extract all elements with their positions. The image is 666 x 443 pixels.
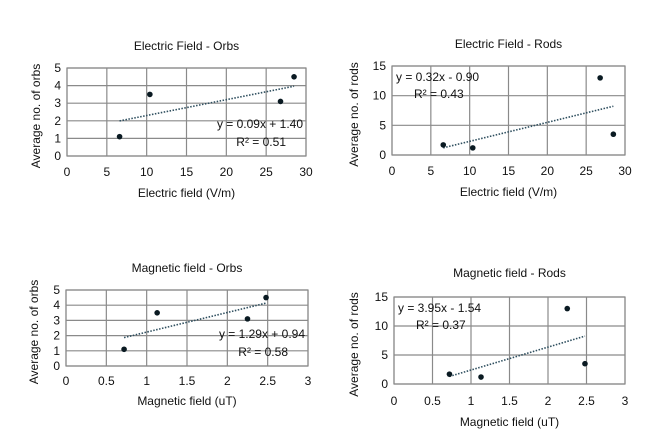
x-axis-label: Magnetic field (uT): [137, 394, 236, 408]
x-axis-label: Electric field (V/m): [460, 185, 557, 199]
chart-title: Magnetic field - Orbs: [132, 261, 243, 275]
trendline-r-squared: R² = 0.58: [238, 345, 288, 359]
x-axis-label: Magnetic field (uT): [460, 415, 559, 429]
x-tick-label: 0: [391, 394, 398, 408]
y-tick-label: 5: [53, 283, 60, 297]
y-tick-label: 5: [379, 118, 386, 132]
y-tick-label: 10: [373, 89, 387, 103]
trendline: [449, 335, 586, 378]
x-tick-label: 5: [103, 165, 110, 179]
y-tick-label: 0: [54, 149, 61, 163]
data-point: [610, 131, 617, 138]
plot-area-border: [393, 296, 626, 385]
y-tick-label: 15: [375, 290, 389, 304]
x-tick-label: 10: [140, 165, 154, 179]
plot-area-border: [66, 67, 307, 157]
data-point: [244, 316, 251, 322]
x-tick-label: 2: [545, 394, 552, 408]
x-axis-label: Electric field (V/m): [138, 186, 235, 200]
trendline: [443, 105, 614, 149]
x-tick-label: 3: [622, 394, 629, 408]
data-point: [440, 142, 447, 148]
data-point: [291, 74, 297, 80]
y-axis-label: Average no. of orbs: [29, 64, 43, 169]
x-tick-label: 30: [618, 164, 632, 178]
y-tick-label: 1: [53, 344, 60, 358]
y-tick-label: 15: [373, 59, 387, 73]
trendline-equation: y = 0.09x + 1.40: [217, 117, 303, 131]
data-point: [121, 346, 127, 353]
y-tick-label: 0: [379, 148, 386, 162]
x-tick-label: 30: [299, 165, 313, 179]
x-tick-label: 1.5: [501, 394, 518, 408]
y-tick-label: 4: [54, 79, 61, 93]
y-tick-label: 1: [54, 131, 61, 145]
chart-title: Electric Field - Rods: [455, 37, 562, 51]
chart-1: Electric Field - Orbs 0 5 10 15 20 25 30 0 1 2 3 4 5 y…: [29, 39, 313, 200]
x-tick-label: 0: [64, 165, 71, 179]
x-tick-label: 0.5: [424, 394, 441, 408]
x-tick-label: 1.5: [179, 374, 196, 388]
x-tick-label: 0.5: [98, 374, 115, 388]
chart-title: Magnetic field - Rods: [453, 266, 566, 280]
data-point: [154, 310, 160, 316]
x-tick-label: 2: [224, 374, 231, 388]
x-tick-label: 15: [180, 165, 194, 179]
x-tick-label: 10: [463, 164, 477, 178]
y-tick-label: 2: [53, 329, 60, 343]
trendline: [123, 302, 267, 339]
y-axis-label: Average no. of rods: [347, 292, 361, 397]
x-tick-label: 20: [220, 165, 234, 179]
data-point: [597, 75, 603, 81]
x-tick-label: 0: [63, 374, 70, 388]
x-tick-label: 5: [427, 164, 434, 178]
y-tick-label: 0: [381, 377, 388, 391]
x-tick-label: 25: [579, 164, 593, 178]
x-tick-label: 1: [468, 394, 475, 408]
x-tick-label: 2.5: [578, 394, 595, 408]
y-tick-label: 10: [375, 319, 389, 333]
data-point: [147, 91, 153, 98]
y-axis-label: Average no. of rods: [347, 62, 361, 167]
x-tick-label: 1: [143, 374, 150, 388]
y-tick-label: 3: [53, 313, 60, 327]
data-point: [478, 374, 484, 380]
data-point: [263, 294, 269, 301]
y-axis-label: Average no. of orbs: [27, 280, 41, 385]
trendline-r-squared: R² = 0.37: [416, 318, 466, 332]
x-tick-label: 2.5: [259, 374, 276, 388]
y-tick-label: 3: [54, 96, 61, 110]
trendline: [119, 85, 295, 122]
y-tick-label: 5: [54, 61, 61, 75]
x-tick-label: 25: [259, 165, 273, 179]
data-point: [277, 98, 284, 105]
data-point: [582, 360, 588, 367]
x-tick-label: 20: [541, 164, 555, 178]
x-tick-label: 0: [389, 164, 396, 178]
y-tick-label: 0: [53, 359, 60, 373]
y-tick-label: 4: [53, 298, 60, 312]
y-tick-label: 5: [381, 348, 388, 362]
data-point: [116, 133, 123, 140]
x-tick-label: 3: [305, 374, 312, 388]
trendline-equation: y = 0.32x - 0.90: [396, 70, 479, 84]
trendline-equation: y = 1.29x + 0.94: [219, 327, 305, 341]
data-point: [564, 305, 571, 312]
chart-2: Electric Field - Rods 0 5 10 15 20 25 30 0 5 10 15 y…: [347, 37, 632, 199]
plot-area-border: [391, 65, 626, 156]
trendline-r-squared: R² = 0.43: [414, 87, 464, 101]
x-tick-label: 15: [502, 164, 516, 178]
chart-title: Electric Field - Orbs: [134, 39, 239, 53]
y-tick-label: 2: [54, 114, 61, 128]
data-point: [446, 371, 453, 377]
chart-4: Magnetic field - Rods 0 0.5 1 1.5 2 2.5 3 0 5 10 15…: [347, 266, 629, 429]
data-point: [469, 145, 476, 151]
plot-area-border: [65, 289, 309, 367]
trendline-r-squared: R² = 0.51: [236, 135, 286, 149]
trendline-equation: y = 3.95x - 1.54: [398, 301, 481, 315]
